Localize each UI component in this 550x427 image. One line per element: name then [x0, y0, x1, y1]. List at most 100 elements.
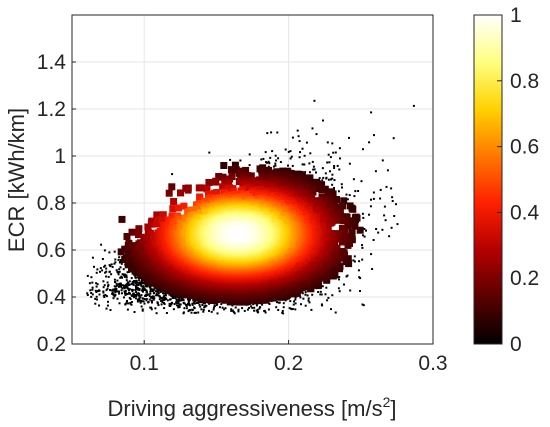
- scatter-point: [337, 190, 340, 193]
- scatter-point: [242, 166, 250, 174]
- scatter-point: [230, 309, 233, 312]
- scatter-point: [148, 295, 151, 298]
- scatter-point: [348, 228, 356, 236]
- scatter-point: [354, 190, 357, 193]
- scatter-point: [141, 300, 144, 303]
- scatter-point: [334, 311, 337, 314]
- scatter-point: [151, 295, 154, 298]
- scatter-point: [384, 219, 387, 222]
- scatter-point: [154, 290, 157, 293]
- scatter-point: [176, 299, 179, 301]
- scatter-point: [154, 307, 157, 310]
- scatter-point: [123, 296, 125, 299]
- scatter-point: [325, 286, 328, 289]
- scatter-point: [134, 289, 137, 291]
- scatter-point: [325, 177, 328, 180]
- scatter-point: [253, 306, 256, 309]
- scatter-point: [357, 269, 360, 272]
- scatter-point: [275, 306, 278, 309]
- scatter-point: [144, 223, 152, 231]
- scatter-point: [163, 294, 166, 297]
- scatter-point: [333, 216, 341, 224]
- scatter-point: [136, 276, 139, 279]
- scatter-point: [153, 292, 156, 295]
- scatter-point: [178, 298, 181, 301]
- scatter-point: [331, 177, 334, 180]
- scatter-point: [307, 299, 310, 302]
- scatter-point: [223, 308, 226, 311]
- scatter-point: [216, 312, 219, 315]
- scatter-point: [123, 285, 126, 288]
- scatter-point: [112, 297, 115, 300]
- scatter-point: [377, 231, 380, 234]
- scatter-point: [164, 296, 167, 299]
- scatter-point: [136, 281, 139, 284]
- scatter-point: [98, 293, 101, 296]
- scatter-point: [161, 299, 164, 302]
- scatter-point: [277, 301, 280, 304]
- scatter-point: [161, 297, 164, 300]
- scatter-point: [158, 298, 161, 301]
- scatter-point: [132, 295, 135, 298]
- scatter-point: [198, 303, 201, 306]
- scatter-point: [162, 292, 164, 295]
- scatter-point: [132, 282, 134, 285]
- scatter-point: [165, 298, 168, 300]
- scatter-point: [157, 292, 160, 295]
- scatter-point: [293, 300, 295, 303]
- scatter-point: [333, 167, 336, 169]
- scatter-point: [344, 255, 352, 263]
- scatter-point: [175, 301, 178, 304]
- scatter-point: [104, 264, 107, 267]
- scatter-point: [307, 189, 315, 197]
- scatter-point: [145, 298, 148, 301]
- scatter-point: [108, 251, 111, 254]
- scatter-point: [172, 308, 175, 311]
- scatter-point: [159, 296, 162, 299]
- scatter-point: [125, 248, 133, 256]
- scatter-point: [320, 253, 327, 260]
- scatter-point: [237, 308, 240, 311]
- scatter-point: [113, 295, 116, 298]
- scatter-point: [391, 200, 394, 202]
- scatter-point: [86, 292, 89, 295]
- scatter-point: [319, 290, 322, 293]
- scatter-point: [372, 191, 375, 194]
- scatter-point: [168, 302, 171, 305]
- scatter-point: [105, 307, 108, 310]
- scatter-point: [130, 294, 133, 297]
- scatter-point: [277, 309, 280, 311]
- scatter-point: [135, 291, 138, 293]
- scatter-point: [231, 309, 234, 312]
- scatter-point: [379, 197, 382, 200]
- scatter-point: [172, 295, 175, 298]
- scatter-point: [121, 292, 123, 295]
- scatter-point: [141, 297, 144, 300]
- scatter-point: [134, 276, 137, 279]
- scatter-point: [393, 215, 396, 217]
- scatter-point: [111, 291, 114, 294]
- scatter-point: [149, 292, 152, 295]
- scatter-point: [107, 275, 110, 278]
- scatter-point: [340, 217, 347, 225]
- scatter-point: [231, 161, 239, 169]
- scatter-point: [267, 165, 270, 168]
- scatter-point: [185, 305, 188, 307]
- scatter-point: [148, 220, 156, 228]
- scatter-point: [117, 283, 120, 286]
- scatter-point: [120, 275, 123, 278]
- scatter-point: [105, 270, 108, 273]
- scatter-point: [280, 285, 288, 293]
- scatter-point: [246, 308, 249, 311]
- scatter-point: [140, 305, 143, 308]
- scatter-point: [270, 131, 273, 134]
- scatter-point: [346, 198, 349, 201]
- scatter-point: [180, 299, 183, 302]
- scatter-point: [138, 299, 141, 302]
- scatter-point: [372, 239, 375, 241]
- scatter-point: [308, 278, 316, 286]
- scatter-point: [171, 297, 174, 299]
- scatter-point: [269, 156, 272, 159]
- scatter-point: [352, 259, 355, 262]
- scatter-point: [352, 178, 355, 181]
